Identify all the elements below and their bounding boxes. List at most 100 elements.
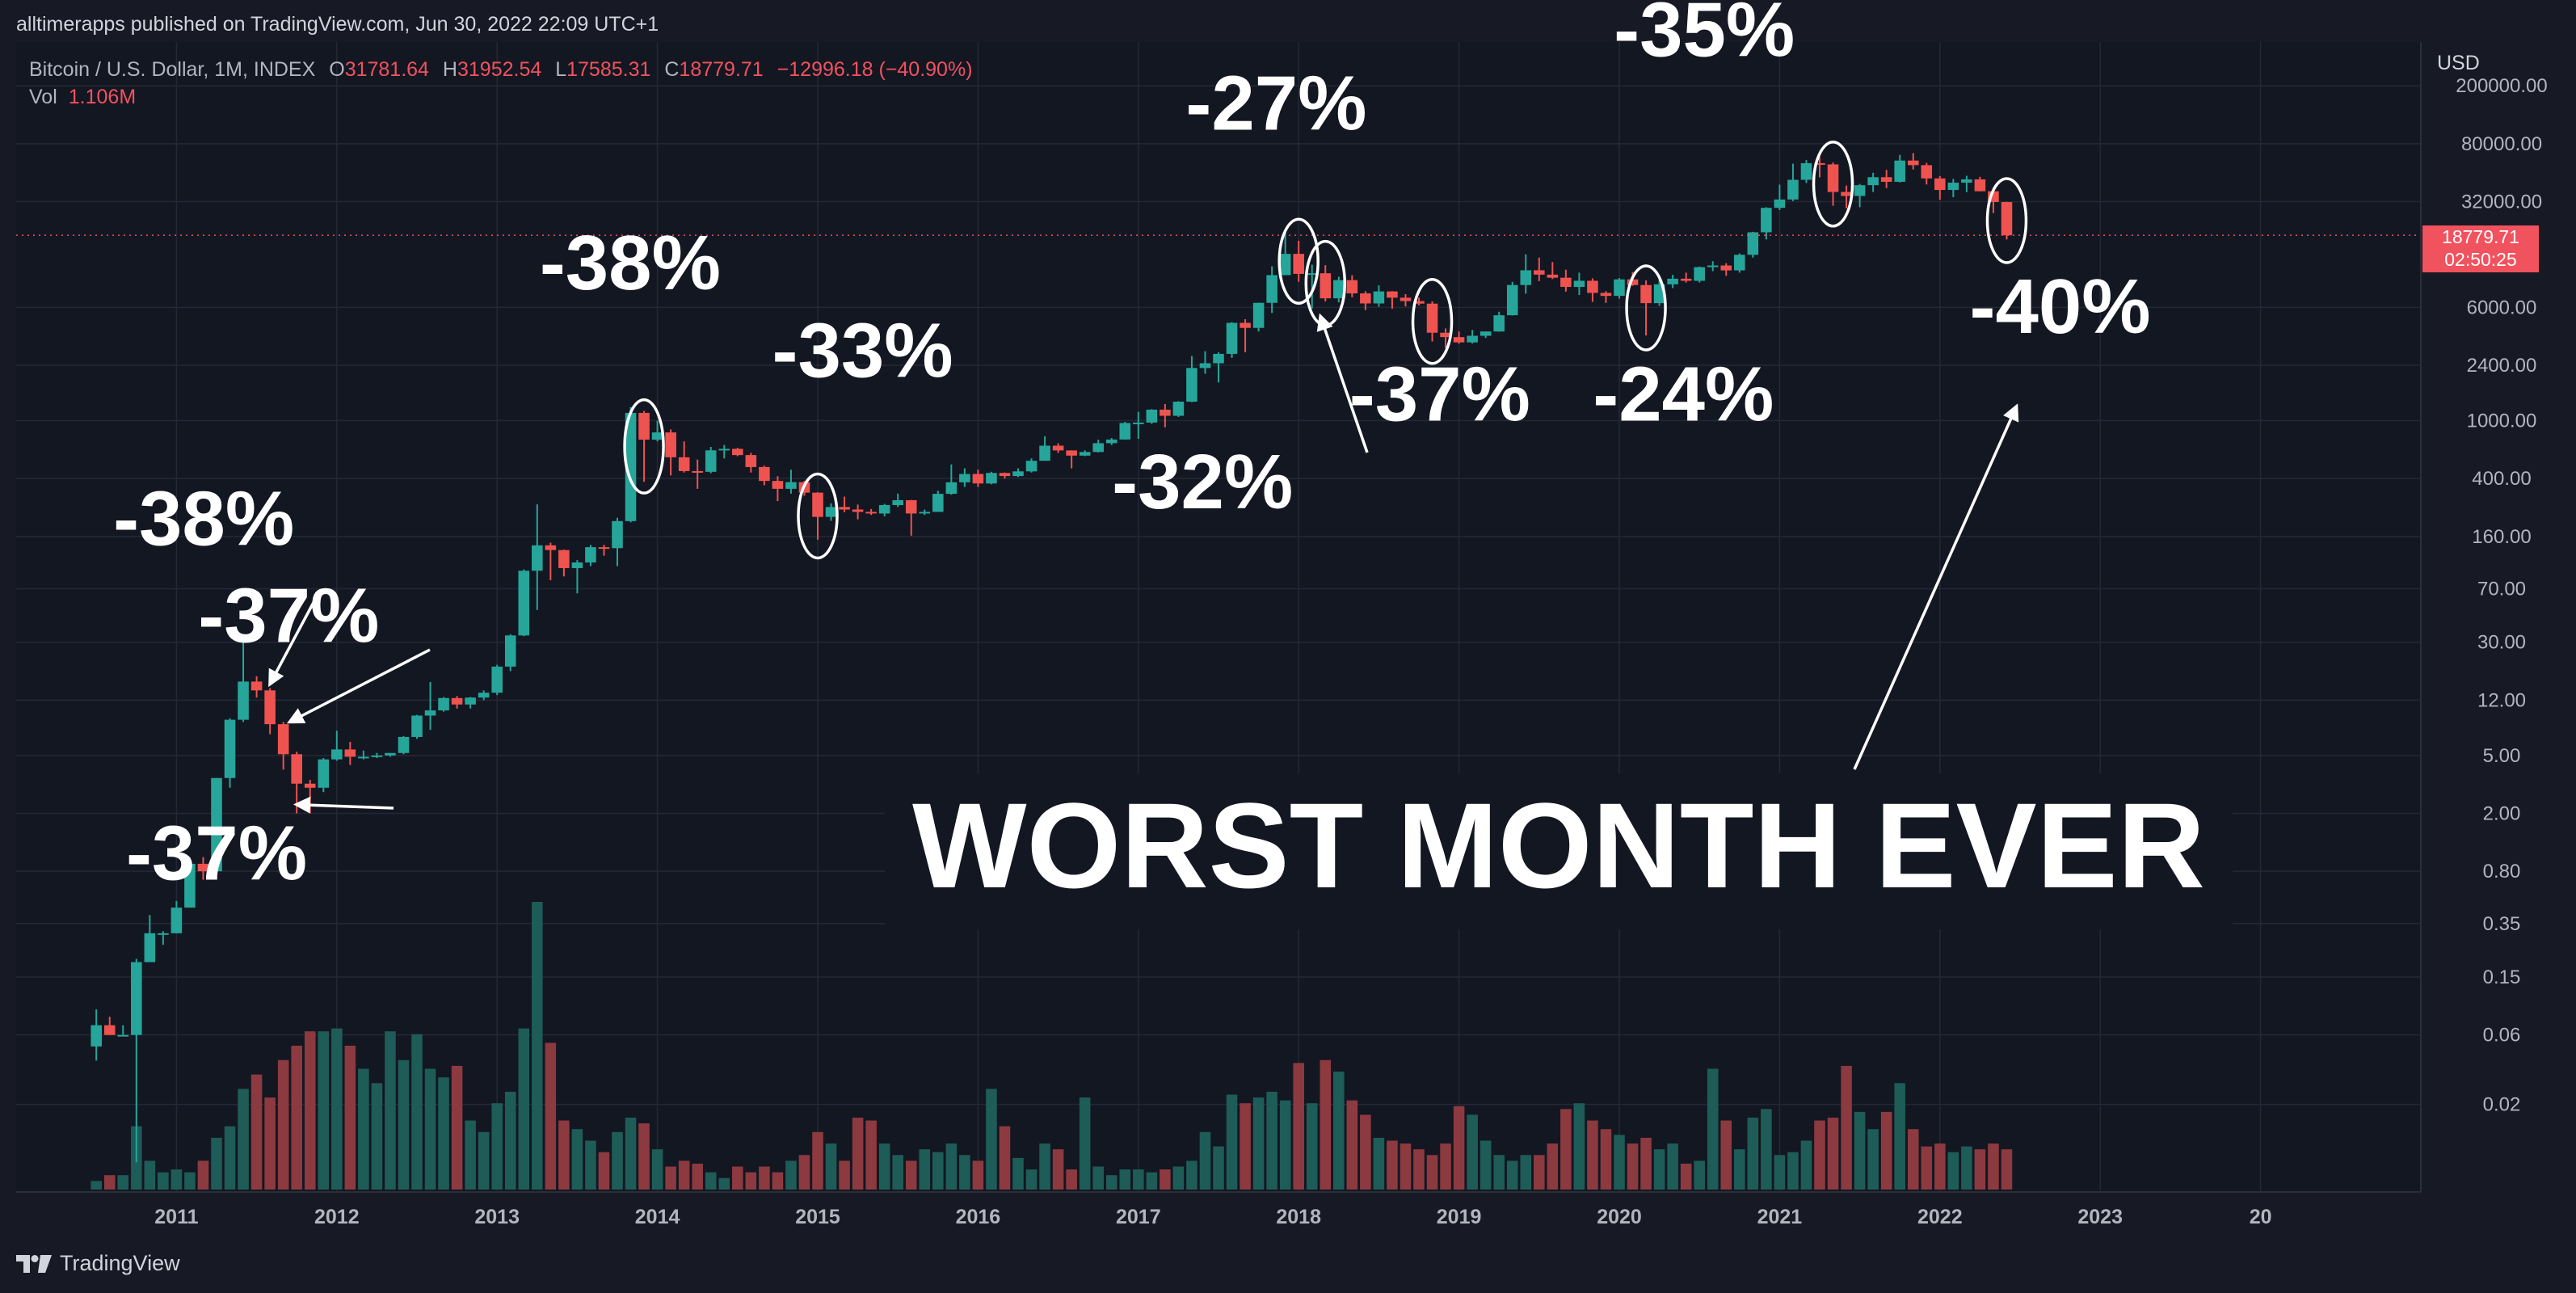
tradingview-logo[interactable]: TradingView: [16, 1251, 180, 1276]
symbol-legend[interactable]: Bitcoin / U.S. Dollar, 1M, INDEX O31781.…: [29, 58, 973, 82]
candle-body: [718, 449, 730, 451]
volume-bar: [678, 1160, 690, 1190]
candle-body: [1480, 331, 1492, 336]
x-tick-label: 2018: [1276, 1206, 1321, 1228]
candle-body: [1894, 160, 1905, 182]
volume-bar: [1880, 1111, 1892, 1190]
volume-bar: [1440, 1143, 1451, 1190]
candle-body: [264, 690, 276, 725]
volume-bar: [1814, 1120, 1825, 1190]
candle-body: [625, 412, 637, 521]
volume-bar: [1413, 1149, 1425, 1190]
volume-bar: [785, 1160, 797, 1190]
low-value: 17585.31: [566, 58, 651, 81]
volume-bar: [1012, 1157, 1024, 1190]
volume-bar: [358, 1068, 369, 1190]
annotation-arrow: [1853, 403, 2019, 770]
volume-value: 1.106M: [68, 86, 137, 108]
volume-bar: [878, 1143, 890, 1190]
candle-body: [732, 449, 743, 456]
close-label: C: [664, 58, 680, 81]
volume-bar: [772, 1172, 784, 1190]
candle-body: [1105, 439, 1118, 444]
highlight-circle: [1411, 278, 1454, 365]
candle-body: [705, 450, 717, 472]
volume-bar: [1547, 1143, 1559, 1190]
volume-legend[interactable]: Vol 1.106M: [29, 86, 136, 109]
open-label: O: [329, 58, 345, 81]
candle-body: [825, 507, 837, 517]
close-value: 18779.71: [679, 58, 764, 81]
candle-body: [1947, 183, 1959, 191]
candle-body: [1387, 291, 1398, 298]
volume-bar: [197, 1160, 209, 1190]
volume-bar: [331, 1028, 343, 1190]
candle-body: [277, 724, 289, 755]
volume-bar: [465, 1120, 476, 1190]
candle-body: [692, 470, 703, 473]
volume-bar: [558, 1120, 570, 1190]
highlight-circle: [797, 472, 839, 560]
y-tick-label: 400.00: [2472, 468, 2531, 490]
candle-body: [1079, 452, 1091, 456]
candle-body: [1800, 162, 1812, 180]
volume-bar: [732, 1166, 743, 1190]
candle-body: [892, 499, 903, 505]
y-tick-label: 160.00: [2472, 526, 2531, 548]
candle-body: [1453, 337, 1465, 343]
volume-bar: [1734, 1149, 1745, 1190]
volume-bar: [117, 1175, 129, 1190]
last-price-tag: 18779.71 02:50:25: [2422, 225, 2539, 272]
candle-body: [131, 962, 142, 1035]
candle-body: [398, 736, 410, 753]
volume-bar: [491, 1103, 503, 1190]
x-tick-label: 2012: [314, 1206, 360, 1228]
volume-bar: [1800, 1140, 1812, 1190]
candle-body: [1520, 270, 1532, 285]
open-value: 31781.64: [344, 58, 429, 81]
candle-body: [1092, 443, 1104, 453]
drawdown-label: -33%: [772, 307, 953, 394]
x-tick-label: 2014: [635, 1206, 680, 1228]
volume-bar: [1907, 1129, 1919, 1190]
candle-body: [1907, 160, 1919, 166]
volume-bar: [438, 1077, 449, 1190]
y-tick-label: 5.00: [2483, 745, 2521, 767]
volume-bar: [1346, 1100, 1358, 1190]
candle-body: [1012, 471, 1024, 477]
candle-body: [478, 693, 490, 698]
volume-bar: [1079, 1097, 1091, 1190]
volume-bar: [1587, 1120, 1598, 1190]
candle-body: [1199, 363, 1211, 369]
candle-body: [1573, 280, 1585, 288]
candle-body: [1961, 179, 1972, 183]
volume-bar: [825, 1143, 837, 1190]
volume-bar: [170, 1169, 183, 1190]
brand-name: TradingView: [60, 1251, 180, 1275]
candle-body: [1413, 301, 1425, 304]
candle-body: [785, 482, 797, 489]
volume-bar: [1387, 1140, 1398, 1190]
volume-bar: [986, 1089, 997, 1190]
currency-label[interactable]: USD: [2437, 52, 2480, 74]
candle-body: [1707, 265, 1719, 267]
candle-body: [865, 512, 877, 514]
volume-bar: [705, 1172, 717, 1190]
time-axis[interactable]: 2011 2012 2013 2014 2015 2016 2017 2018 2019 2020…: [154, 1206, 2271, 1228]
candle-body: [678, 457, 690, 471]
candle-body: [1534, 270, 1545, 275]
drawdown-label: -37%: [198, 573, 379, 659]
volume-bar: [972, 1160, 984, 1190]
volume-bar: [1160, 1169, 1171, 1190]
candle-body: [1814, 162, 1825, 165]
candle-body: [1226, 322, 1238, 354]
volume-bar: [504, 1091, 516, 1190]
price-axis[interactable]: 200000.00 80000.00 32000.00 6000.00 2400.00 1…: [2456, 75, 2547, 1115]
candle-body: [1827, 164, 1839, 192]
volume-bar: [1039, 1143, 1050, 1190]
volume-bar: [1747, 1118, 1759, 1190]
candle-body: [1172, 402, 1185, 416]
candle-body: [1747, 232, 1759, 255]
volume-bar: [598, 1152, 610, 1190]
